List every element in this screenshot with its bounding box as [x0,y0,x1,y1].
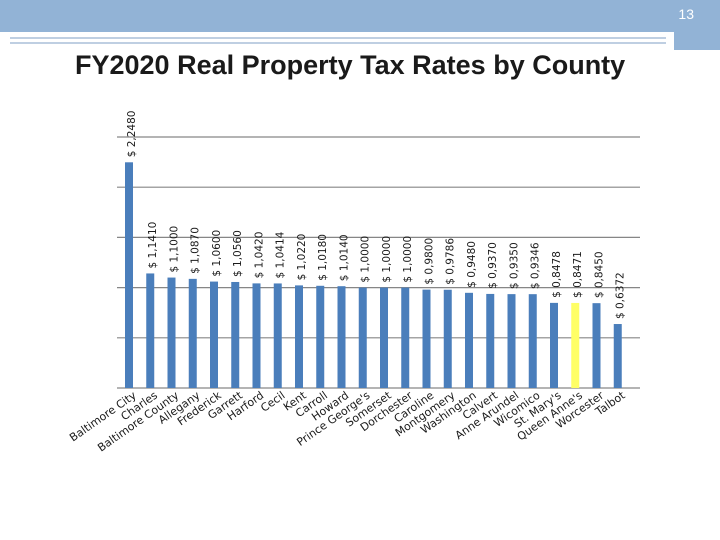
bar [592,303,601,388]
bar-value-label: $ 1,0220 [296,234,308,281]
bar-value-label: $ 2,2480 [126,111,138,158]
bar-value-label: $ 0,9370 [487,242,499,289]
bar [316,285,325,388]
bar [380,287,388,388]
bar [422,289,431,388]
bar-value-label: $ 0,6372 [615,272,627,319]
bar-value-label: $ 1,0000 [402,236,414,283]
bar-value-label: $ 1,0560 [232,230,244,277]
bar [295,285,303,388]
bar-value-label: $ 1,1000 [169,226,181,273]
grid [117,136,640,389]
bar [613,324,622,388]
bar-value-label: $ 1,0870 [190,227,202,274]
bar [507,294,516,388]
header-band [0,0,720,32]
bar-value-label: $ 1,0180 [317,234,329,281]
bar [571,302,580,388]
bar-value-label: $ 0,9800 [424,238,436,285]
bar [273,283,282,388]
bar [550,302,558,388]
bar [528,294,537,388]
data-labels: $ 2,2480 $ 1,1410 $ 1,1000 $ 1,0870 $ 1,0600… [126,111,627,319]
bar-value-label: $ 1,0000 [360,236,372,283]
bar-value-label: $ 1,0140 [339,234,351,281]
bar-value-label: $ 0,8478 [551,251,563,298]
bars [125,162,622,388]
bar-value-label: $ 1,0000 [381,236,393,283]
bar [443,289,452,388]
bar [188,278,197,388]
bar [358,287,367,388]
bar-value-label: $ 0,9350 [509,242,521,289]
bar-value-label: $ 0,8450 [594,251,606,298]
bar [125,162,133,388]
bar [401,287,410,388]
slide-number: 13 [678,6,694,22]
bar [167,277,176,388]
chart-title: FY2020 Real Property Tax Rates by County [75,50,626,80]
bar-value-label: $ 0,9346 [530,242,542,289]
bar-value-label: $ 0,9786 [445,238,457,285]
bar-value-label: $ 1,1410 [147,222,159,269]
bar [486,293,495,388]
bar-value-label: $ 0,8471 [572,251,584,298]
bar [210,281,218,388]
bar [465,292,473,388]
bar-value-label: $ 1,0414 [275,231,287,278]
bar-value-label: $ 1,0600 [211,230,223,277]
bar-value-label: $ 0,9480 [466,241,478,288]
bar [252,283,261,388]
bar-value-label: $ 1,0420 [254,232,266,279]
bar [146,273,155,388]
bar [337,286,346,388]
header-corner-block [674,30,720,50]
bar [231,281,240,388]
